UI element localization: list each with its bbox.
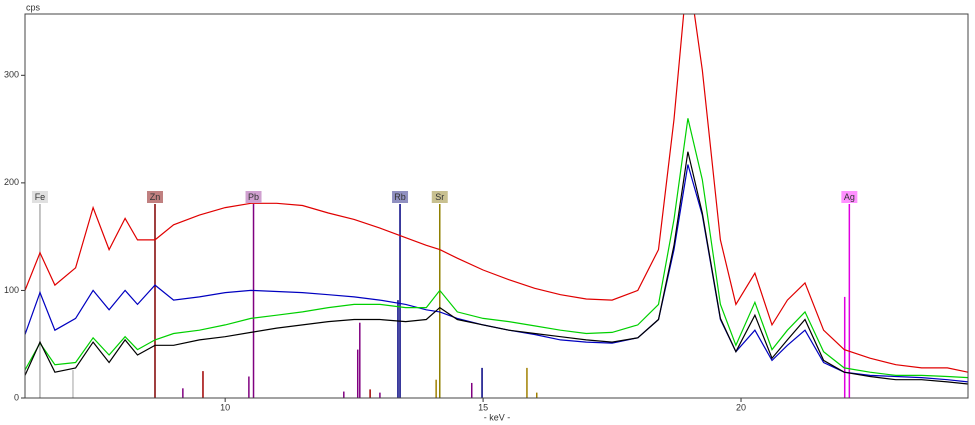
- y-tick-label: 300: [4, 70, 19, 80]
- spectrum-line: [25, 14, 968, 373]
- element-tag: [245, 191, 262, 203]
- x-tick-label: 15: [478, 402, 488, 412]
- plot-frame: [24, 13, 969, 399]
- element-tag: [392, 191, 409, 203]
- x-tick-label: 20: [736, 402, 746, 412]
- y-tick-label: 200: [4, 177, 19, 187]
- element-label: Zn: [150, 192, 161, 202]
- plot-area: [25, 14, 968, 398]
- element-label: Ag: [844, 192, 855, 202]
- y-axis-label: cps: [26, 2, 41, 12]
- y-tick-label: 100: [4, 285, 19, 295]
- element-tag: [146, 191, 163, 203]
- element-tag: [31, 191, 48, 203]
- element-tag: [431, 191, 448, 203]
- element-label: Fe: [35, 192, 46, 202]
- element-label: Rb: [394, 192, 406, 202]
- element-label: Sr: [435, 192, 444, 202]
- y-tick-label: 0: [14, 392, 19, 402]
- spectrum-line: [25, 118, 968, 379]
- x-axis-label: - keV -: [484, 412, 511, 422]
- element-tag: [841, 191, 858, 203]
- x-tick-label: 10: [220, 402, 230, 412]
- element-label: Pb: [248, 192, 259, 202]
- spectrum-line: [25, 151, 968, 385]
